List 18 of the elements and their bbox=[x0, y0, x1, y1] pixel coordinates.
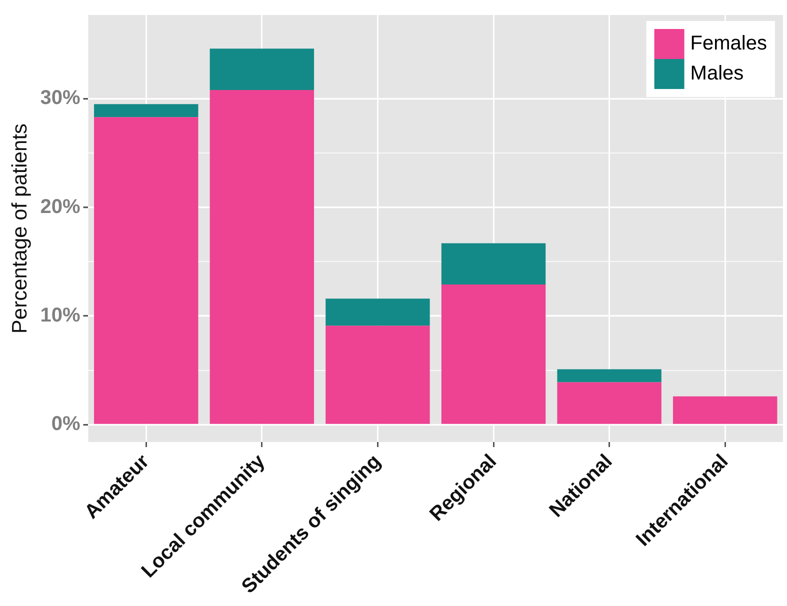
bar bbox=[326, 326, 430, 424]
bar bbox=[326, 298, 430, 326]
y-tick-label: 30% bbox=[40, 87, 80, 110]
bar bbox=[441, 243, 546, 284]
y-axis-title: Percentage of patients bbox=[8, 123, 32, 334]
y-tick-label: 20% bbox=[40, 196, 80, 218]
y-tick-label: 0% bbox=[51, 413, 80, 436]
bar bbox=[672, 396, 778, 424]
legend-label: Females bbox=[690, 32, 768, 55]
legend-label: Males bbox=[690, 62, 744, 85]
bar bbox=[557, 369, 662, 382]
bar bbox=[94, 117, 198, 424]
bar bbox=[441, 284, 546, 424]
y-tick-label: 10% bbox=[40, 304, 80, 327]
bar bbox=[210, 90, 314, 424]
bar bbox=[94, 104, 198, 118]
bar bbox=[210, 48, 314, 90]
bar bbox=[557, 382, 662, 424]
